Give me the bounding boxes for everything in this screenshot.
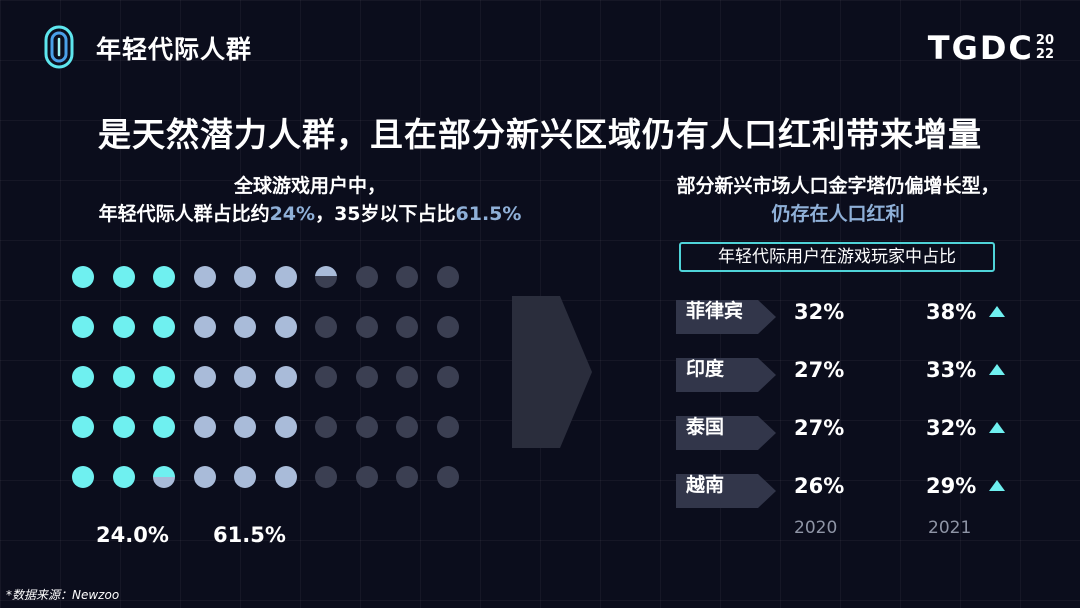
- person-dot: [193, 316, 216, 338]
- triangle-up-icon: [989, 364, 1005, 375]
- value-2021: 29%: [926, 474, 977, 498]
- caption-text-a: 年轻代际人群占比约: [98, 203, 270, 225]
- brand-year: 20 22: [1036, 34, 1054, 62]
- person-dot: [112, 266, 135, 288]
- country-tag-shape: [676, 416, 776, 450]
- country-tag-shape: [676, 474, 776, 508]
- brand-logo: TGDC 20 22: [928, 30, 1054, 66]
- table-title: 年轻代际用户在游戏玩家中占比: [679, 242, 995, 272]
- brand-year-bottom: 22: [1035, 47, 1054, 62]
- person-dot: [355, 316, 378, 338]
- person-dot: [396, 316, 418, 338]
- value-2021: 32%: [926, 416, 977, 440]
- person-dot: [153, 366, 175, 388]
- person-dot: [396, 466, 418, 488]
- country-name: 印度: [686, 358, 725, 380]
- left-caption-line2: 年轻代际人群占比约24%，35岁以下占比61.5%: [20, 200, 600, 228]
- person-dot: [193, 466, 216, 488]
- person-dot: [72, 316, 94, 338]
- headline: 是天然潜力人群，且在部分新兴区域仍有人口红利带来增量: [98, 115, 982, 154]
- value-2021: 33%: [926, 358, 977, 382]
- year-2020-label: 2020: [794, 518, 838, 538]
- page-title: 年轻代际人群: [96, 35, 253, 64]
- person-dot: [355, 366, 378, 388]
- brand-year-top: 20: [1035, 33, 1054, 48]
- value-2021: 38%: [926, 300, 977, 324]
- right-caption: 部分新兴市场人口金字塔仍偏增长型， 仍存在人口红利: [608, 172, 1068, 228]
- table-row: 泰国 27% 32%: [676, 412, 1016, 452]
- person-dot: [274, 266, 297, 288]
- chevron-right-arrow-icon: [512, 296, 592, 448]
- person-dot: [315, 466, 337, 488]
- person-dot: [72, 266, 94, 288]
- left-caption: 全球游戏用户中， 年轻代际人群占比约24%，35岁以下占比61.5%: [20, 172, 600, 228]
- person-dot: [193, 366, 216, 388]
- person-dot: [274, 416, 297, 438]
- person-dot: [274, 316, 297, 338]
- person-dot: [396, 416, 418, 438]
- caption-under35-pct: 61.5%: [455, 203, 522, 225]
- year-2021-label: 2021: [928, 518, 972, 538]
- country-name: 越南: [686, 474, 725, 496]
- country-name: 菲律宾: [686, 300, 744, 322]
- person-dot: [112, 416, 135, 438]
- person-dot: [153, 266, 175, 288]
- source-note: *数据来源：Newzoo: [6, 588, 120, 602]
- pct-young-label: 24.0%: [96, 523, 169, 547]
- left-caption-line1: 全球游戏用户中，: [233, 175, 386, 197]
- table-row: 菲律宾 32% 38%: [676, 296, 1016, 336]
- person-dot: [234, 266, 256, 288]
- person-dot: [274, 466, 297, 488]
- person-dot: [355, 466, 378, 488]
- person-dot: [436, 466, 459, 488]
- right-caption-line2: 仍存在人口红利: [771, 203, 905, 225]
- person-dot: [234, 416, 256, 438]
- person-dot: [436, 366, 459, 388]
- value-2020: 27%: [794, 416, 845, 440]
- tgdc-logo-icon: [44, 25, 74, 69]
- country-tag-shape: [676, 358, 776, 392]
- person-dot: [355, 266, 378, 288]
- person-dot: [112, 366, 135, 388]
- person-dot: [193, 266, 216, 288]
- person-dot: [72, 416, 94, 438]
- person-dot: [436, 316, 459, 338]
- value-2020: 32%: [794, 300, 845, 324]
- caption-text-c: ，35岁以下占比: [315, 203, 456, 225]
- triangle-up-icon: [989, 422, 1005, 433]
- person-dot: [193, 416, 216, 438]
- value-2020: 26%: [794, 474, 845, 498]
- person-dot: [234, 316, 256, 338]
- person-dot: [315, 416, 337, 438]
- person-dot: [112, 316, 135, 338]
- value-2020: 27%: [794, 358, 845, 382]
- person-dot: [436, 416, 459, 438]
- person-dot: [396, 366, 418, 388]
- person-dot: [315, 266, 337, 288]
- person-dot: [234, 466, 256, 488]
- person-dot: [396, 266, 418, 288]
- person-dot: [436, 266, 459, 288]
- table-row: 印度 27% 33%: [676, 354, 1016, 394]
- caption-young-pct: 24%: [269, 203, 316, 225]
- triangle-up-icon: [989, 306, 1005, 317]
- person-dot: [112, 466, 135, 488]
- person-dot: [315, 316, 337, 338]
- country-tag-shape: [676, 300, 776, 334]
- person-dot: [72, 366, 94, 388]
- person-dot: [234, 366, 256, 388]
- country-name: 泰国: [686, 416, 725, 438]
- person-dot: [153, 466, 175, 488]
- brand-name: TGDC: [927, 29, 1034, 67]
- pct-under35-label: 61.5%: [213, 523, 286, 547]
- right-caption-line1: 部分新兴市场人口金字塔仍偏增长型，: [676, 175, 1000, 197]
- table-row: 越南 26% 29%: [676, 470, 1016, 510]
- person-dot: [355, 416, 378, 438]
- person-dot: [274, 366, 297, 388]
- person-dot: [153, 416, 175, 438]
- triangle-up-icon: [989, 480, 1005, 491]
- person-dot: [153, 316, 175, 338]
- person-dot: [315, 366, 337, 388]
- person-dot: [72, 466, 94, 488]
